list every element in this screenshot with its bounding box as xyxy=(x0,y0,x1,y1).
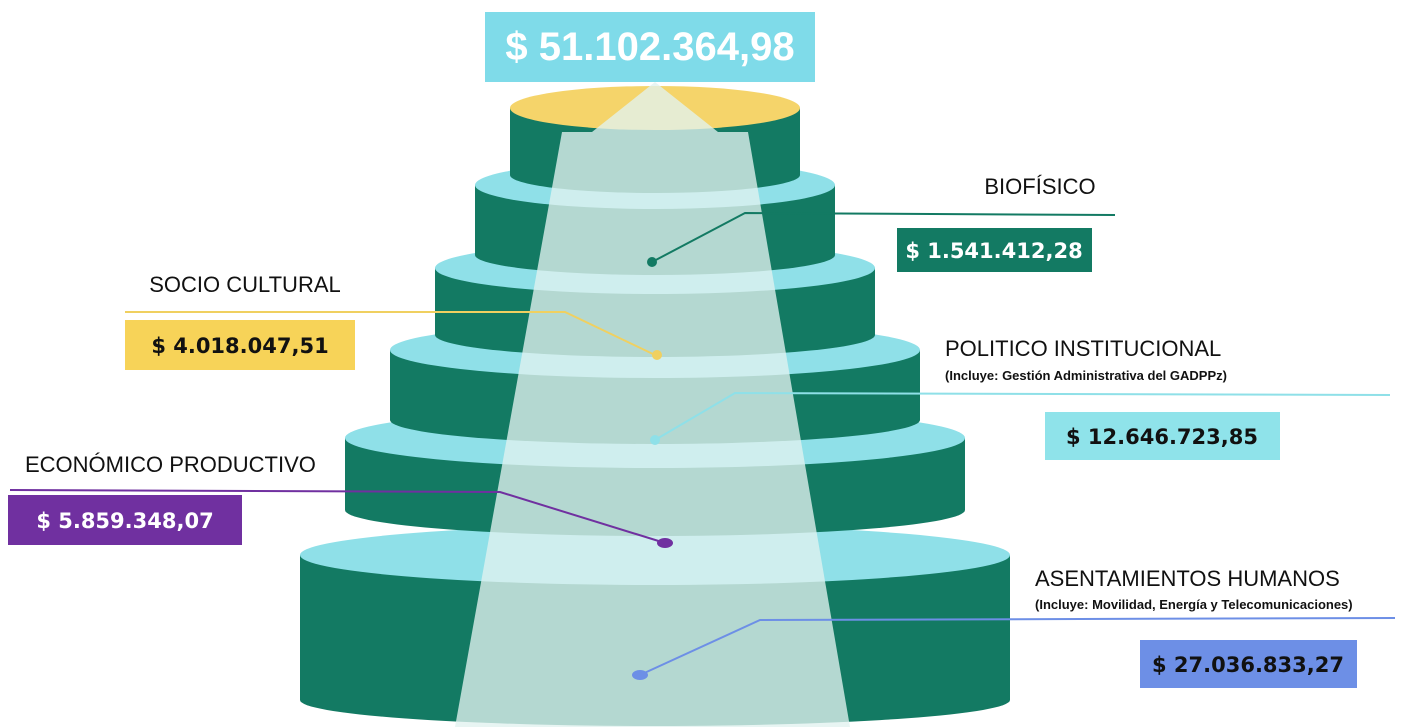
label-value: $ 4.018.047,51 xyxy=(151,334,328,358)
leader-dot xyxy=(650,435,660,445)
label-title: SOCIO CULTURAL xyxy=(149,272,341,297)
label-title: ASENTAMIENTOS HUMANOS xyxy=(1035,566,1340,591)
pyramid xyxy=(300,82,1010,727)
leader-dot xyxy=(657,538,673,548)
label-title: POLITICO INSTITUCIONAL xyxy=(945,336,1221,361)
label-value: $ 12.646.723,85 xyxy=(1066,425,1258,449)
infographic: $ 51.102.364,98 BIOFÍSICO $ 1.541.412,28… xyxy=(0,0,1426,727)
label-subtitle: (Incluye: Movilidad, Energía y Telecomun… xyxy=(1035,597,1353,612)
label-title: BIOFÍSICO xyxy=(984,174,1095,199)
leader-dot xyxy=(632,670,648,680)
leader-dot xyxy=(647,257,657,267)
total: $ 51.102.364,98 xyxy=(505,25,794,69)
label-title: ECONÓMICO PRODUCTIVO xyxy=(25,452,316,477)
label-value: $ 5.859.348,07 xyxy=(36,509,213,533)
leader-dot xyxy=(652,350,662,360)
label-subtitle: (Incluye: Gestión Administrativa del GAD… xyxy=(945,368,1227,383)
label-value: $ 27.036.833,27 xyxy=(1152,653,1344,677)
label-value: $ 1.541.412,28 xyxy=(905,239,1082,263)
